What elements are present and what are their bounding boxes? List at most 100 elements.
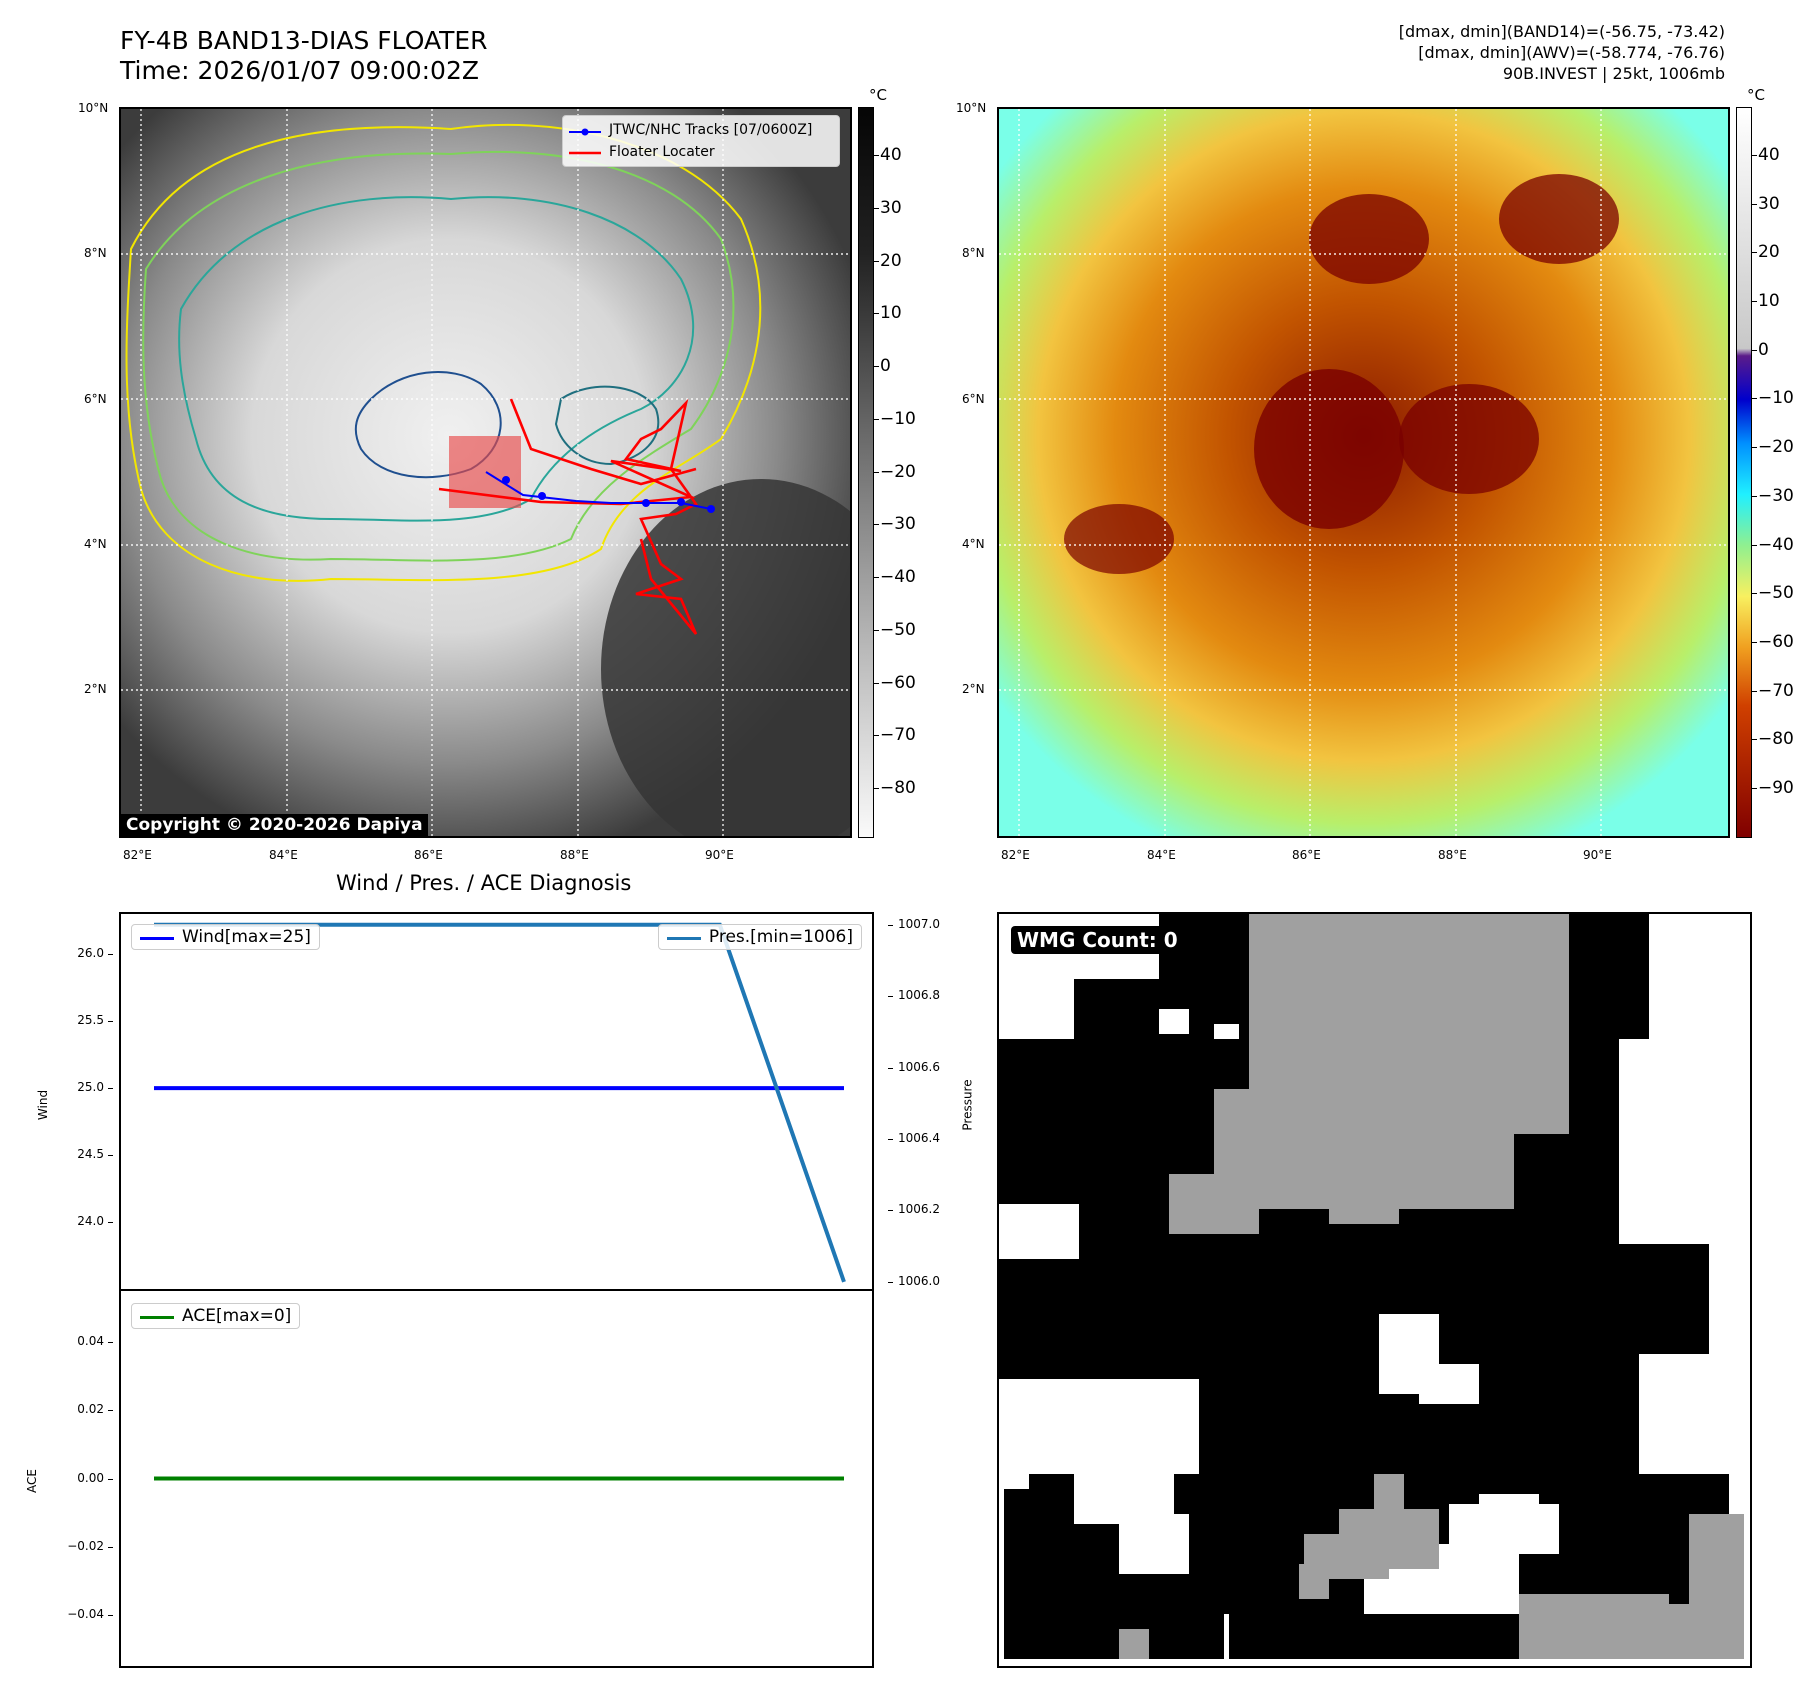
- ace-legend-swatch: [140, 1316, 174, 1319]
- wind-ytick: 24.0: [77, 1214, 104, 1229]
- enh-colorbar-tick: −20: [1758, 437, 1794, 458]
- enh-colorbar-tick-mark: [1752, 788, 1757, 789]
- ace-plot: ACE[max=0]: [119, 1289, 874, 1668]
- enh-colorbar-unit: °C: [1747, 86, 1765, 104]
- ir-colorbar-tick-mark: [874, 788, 879, 789]
- legend-track-label: JTWC/NHC Tracks [07/0600Z]: [609, 122, 813, 138]
- enh-colorbar-tick: 0: [1758, 339, 1769, 360]
- info-line3: 90B.INVEST | 25kt, 1006mb: [1502, 64, 1725, 83]
- ir-colorbar-tick: −10: [880, 408, 916, 429]
- enh-colorbar-tick-mark: [1752, 690, 1757, 692]
- ir-colorbar-tick: 10: [880, 303, 902, 324]
- wind-legend-swatch: [140, 937, 174, 940]
- enh-colorbar-tick: 10: [1758, 291, 1780, 312]
- pres-ytick: 1007.0: [898, 916, 940, 931]
- enhanced-map-panel: [997, 107, 1730, 838]
- ir-colorbar-tick: −70: [880, 725, 916, 746]
- ir-colorbar-tick: −60: [880, 672, 916, 693]
- enhanced-map-svg: [999, 109, 1728, 836]
- ace-ytick: −0.02: [67, 1538, 104, 1553]
- ir-colorbar-tick: 20: [880, 250, 902, 271]
- ace-ytick-mark: [108, 1342, 113, 1344]
- enh-colorbar-tick-mark: [1752, 447, 1757, 449]
- enh-colorbar-tick: −50: [1758, 583, 1794, 604]
- pres-ytick-mark: [888, 1139, 893, 1140]
- ir-colorbar-unit: °C: [869, 86, 887, 104]
- ir-colorbar-tick: −50: [880, 619, 916, 640]
- enh-colorbar-tick: −30: [1758, 485, 1794, 506]
- ace-ytick: −0.04: [67, 1606, 104, 1621]
- enh-colorbar-tick-mark: [1752, 155, 1757, 156]
- enh-lon-label-90: 90°E: [1583, 848, 1612, 862]
- ace-legend-label: ACE[max=0]: [182, 1306, 292, 1326]
- enh-colorbar-tick-mark: [1752, 641, 1757, 643]
- pres-ytick: 1006.6: [898, 1059, 940, 1074]
- enh-lat-label-4: 4°N: [962, 537, 985, 551]
- ir-lon-label-86: 86°E: [414, 848, 443, 862]
- ir-colorbar-tick-mark: [874, 260, 879, 262]
- enh-colorbar: [1736, 107, 1752, 838]
- enh-lat-label-8: 8°N: [962, 246, 985, 260]
- ir-lat-label-2: 2°N: [84, 682, 107, 696]
- ir-colorbar-tick-mark: [874, 471, 879, 473]
- legend-track-swatch: [569, 128, 601, 155]
- wind-ytick-mark: [108, 954, 113, 956]
- enh-lat-label-2: 2°N: [962, 682, 985, 696]
- ir-dark-region-se: [601, 479, 850, 836]
- enh-colorbar-tick-mark: [1752, 739, 1757, 741]
- ace-ytick: 0.04: [77, 1334, 104, 1349]
- ir-lon-label-90: 90°E: [705, 848, 734, 862]
- enh-colorbar-tick-mark: [1752, 203, 1757, 205]
- enh-colorbar-tick: −10: [1758, 388, 1794, 409]
- wind-pres-svg: [154, 922, 846, 1283]
- ir-colorbar-tick-mark: [874, 629, 879, 631]
- enh-core-d: [1499, 174, 1619, 264]
- pres-ytick-mark: [888, 1210, 893, 1212]
- info-line1: [dmax, dmin](BAND14)=(-56.75, -73.42): [1398, 22, 1725, 41]
- pres-ytick-mark: [888, 924, 893, 926]
- pres-ytick: 1006.4: [898, 1131, 940, 1145]
- ace-ytick-mark: [108, 1614, 113, 1616]
- enh-colorbar-tick-mark: [1752, 301, 1757, 303]
- enh-colorbar-tick-mark: [1752, 252, 1757, 254]
- legend-floater-label: Floater Locater: [609, 144, 715, 160]
- ir-lat-label-10: 10°N: [78, 101, 109, 115]
- enh-core-e: [1064, 504, 1174, 574]
- copyright-label: Copyright © 2020-2026 Dapiya: [121, 814, 428, 836]
- ace-ylabel: ACE: [24, 1469, 39, 1493]
- ir-lon-label-84: 84°E: [269, 848, 298, 862]
- pres-legend-swatch: [666, 937, 701, 940]
- info-line2: [dmax, dmin](AWV)=(-58.774, -76.76): [1418, 43, 1725, 62]
- pres-ylabel: Pressure: [960, 1079, 975, 1131]
- enh-colorbar-tick: 20: [1758, 242, 1780, 263]
- pres-ytick-mark: [888, 1281, 893, 1283]
- ir-colorbar-tick-mark: [874, 366, 879, 367]
- ace-ytick: 0.02: [77, 1402, 104, 1417]
- enh-colorbar-tick-mark: [1752, 544, 1757, 546]
- wind-ytick: 25.0: [77, 1080, 104, 1095]
- pres-ytick: 1006.8: [898, 988, 940, 1003]
- enh-colorbar-tick: −80: [1758, 729, 1794, 750]
- enh-colorbar-tick: 30: [1758, 193, 1780, 214]
- pres-ytick-mark: [888, 1067, 893, 1069]
- ir-colorbar-tick: 0: [880, 356, 891, 376]
- ace-ytick-mark: [108, 1546, 113, 1548]
- ir-colorbar: [858, 107, 874, 838]
- pres-legend-label: Pres.[min=1006]: [708, 927, 853, 947]
- ir-colorbar-tick: −80: [880, 778, 916, 798]
- jtwc-track-points: [502, 476, 715, 513]
- enh-colorbar-tick: 40: [1758, 145, 1780, 165]
- ace-legend: ACE[max=0]: [131, 1303, 301, 1329]
- ir-map-svg: [121, 109, 850, 836]
- wmg-panel: WMG Count: 0: [997, 912, 1752, 1668]
- wind-legend-label: Wind[max=25]: [182, 927, 311, 947]
- figure-title-line1: FY-4B BAND13-DIAS FLOATER: [120, 26, 488, 55]
- ir-colorbar-tick-mark: [874, 682, 879, 684]
- wind-ytick-mark: [108, 1155, 113, 1157]
- enh-colorbar-tick: −90: [1758, 778, 1794, 798]
- figure-title-line2: Time: 2026/01/07 09:00:02Z: [120, 56, 479, 85]
- floater-locater-path: [438, 398, 698, 635]
- enh-colorbar-tick: −60: [1758, 631, 1794, 652]
- enh-core-a: [1254, 369, 1404, 529]
- wind-pres-plot: Wind[max=25] Pres.[min=1006]: [119, 912, 874, 1291]
